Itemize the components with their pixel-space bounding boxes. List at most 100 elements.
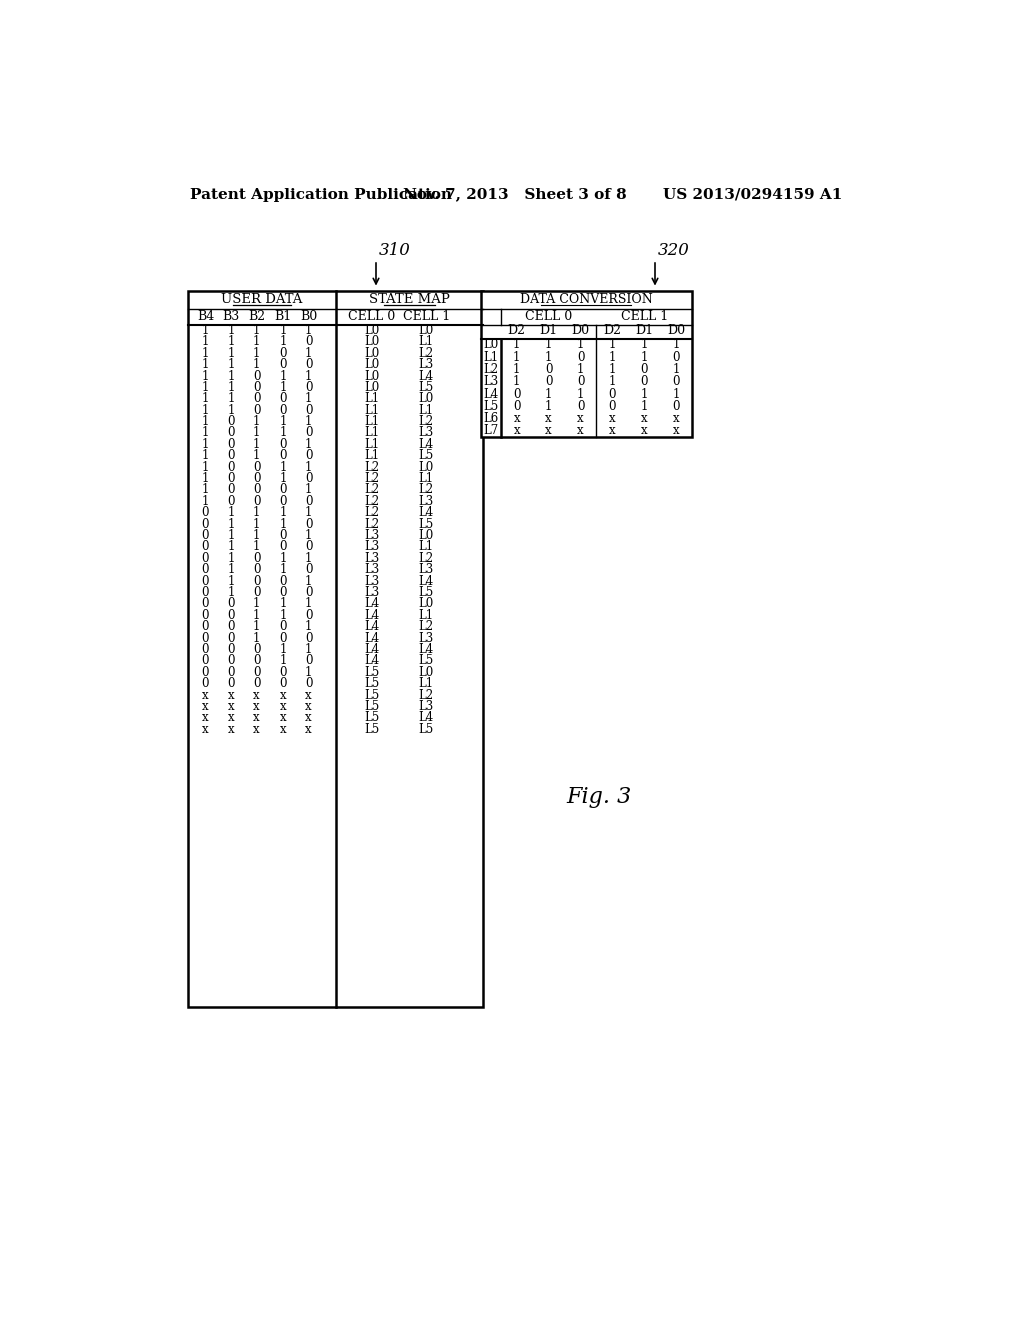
- Text: 0: 0: [280, 358, 287, 371]
- Text: L4: L4: [419, 643, 434, 656]
- Text: L0: L0: [419, 323, 434, 337]
- Text: 1: 1: [280, 517, 287, 531]
- Text: 1: 1: [280, 473, 287, 484]
- Text: 1: 1: [280, 655, 287, 668]
- Text: L2: L2: [419, 414, 434, 428]
- Text: 1: 1: [641, 338, 648, 351]
- Text: 1: 1: [253, 426, 260, 440]
- Text: 1: 1: [227, 517, 234, 531]
- Text: D0: D0: [668, 325, 685, 338]
- Text: 0: 0: [253, 574, 260, 587]
- Text: 1: 1: [280, 461, 287, 474]
- Text: L1: L1: [365, 438, 380, 451]
- Text: L7: L7: [483, 425, 499, 437]
- Text: 1: 1: [202, 473, 209, 484]
- Text: L4: L4: [365, 655, 380, 668]
- Text: 0: 0: [305, 517, 312, 531]
- Text: 1: 1: [673, 388, 680, 400]
- Text: 1: 1: [608, 375, 616, 388]
- Text: 0: 0: [641, 375, 648, 388]
- Text: 0: 0: [227, 665, 234, 678]
- Text: L2: L2: [365, 461, 380, 474]
- Text: B1: B1: [274, 310, 292, 323]
- Text: L4: L4: [365, 631, 380, 644]
- Text: L0: L0: [419, 461, 434, 474]
- Text: L6: L6: [483, 412, 499, 425]
- Text: x: x: [513, 412, 520, 425]
- Text: 0: 0: [280, 404, 287, 417]
- Text: L3: L3: [419, 426, 434, 440]
- Text: 0: 0: [305, 335, 312, 348]
- Text: 1: 1: [253, 540, 260, 553]
- Text: L3: L3: [483, 375, 499, 388]
- Text: L2: L2: [483, 363, 499, 376]
- Text: 1: 1: [253, 598, 260, 610]
- Text: L2: L2: [365, 517, 380, 531]
- Text: x: x: [673, 425, 680, 437]
- Text: 1: 1: [545, 351, 552, 363]
- Text: B3: B3: [222, 310, 240, 323]
- Text: x: x: [227, 689, 234, 702]
- Text: 0: 0: [280, 631, 287, 644]
- Text: 0: 0: [253, 461, 260, 474]
- Text: US 2013/0294159 A1: US 2013/0294159 A1: [663, 187, 842, 202]
- Text: 1: 1: [305, 323, 312, 337]
- Text: 1: 1: [673, 363, 680, 376]
- Text: L1: L1: [419, 677, 434, 690]
- Text: 0: 0: [513, 388, 520, 400]
- Text: L4: L4: [365, 643, 380, 656]
- Text: L0: L0: [419, 529, 434, 543]
- Text: L3: L3: [365, 529, 380, 543]
- Text: 1: 1: [280, 370, 287, 383]
- Text: L5: L5: [419, 517, 434, 531]
- Text: 1: 1: [227, 347, 234, 360]
- Text: 1: 1: [202, 461, 209, 474]
- Text: L1: L1: [365, 392, 380, 405]
- Text: L0: L0: [365, 381, 380, 393]
- Text: L5: L5: [419, 381, 434, 393]
- Text: 1: 1: [253, 358, 260, 371]
- Text: 0: 0: [227, 598, 234, 610]
- Text: 0: 0: [673, 375, 680, 388]
- Text: 1: 1: [280, 381, 287, 393]
- Text: L4: L4: [483, 388, 499, 400]
- Text: 0: 0: [253, 392, 260, 405]
- Text: 0: 0: [227, 438, 234, 451]
- Text: x: x: [280, 723, 287, 735]
- Text: L0: L0: [365, 323, 380, 337]
- Text: L2: L2: [419, 689, 434, 702]
- Text: 0: 0: [227, 461, 234, 474]
- Text: 1: 1: [202, 323, 209, 337]
- Text: 0: 0: [202, 517, 209, 531]
- Text: 0: 0: [577, 400, 585, 413]
- Text: 1: 1: [280, 335, 287, 348]
- Text: L1: L1: [365, 426, 380, 440]
- Text: 1: 1: [227, 392, 234, 405]
- Text: 1: 1: [227, 529, 234, 543]
- Text: x: x: [641, 412, 647, 425]
- Text: 0: 0: [202, 552, 209, 565]
- Text: 0: 0: [227, 426, 234, 440]
- Text: L4: L4: [419, 574, 434, 587]
- Text: 0: 0: [253, 473, 260, 484]
- Text: 0: 0: [280, 438, 287, 451]
- Text: x: x: [305, 689, 312, 702]
- Text: L5: L5: [365, 665, 380, 678]
- Text: 1: 1: [305, 620, 312, 634]
- Text: 1: 1: [305, 483, 312, 496]
- Text: 0: 0: [202, 631, 209, 644]
- Text: L1: L1: [419, 404, 434, 417]
- Text: L3: L3: [419, 564, 434, 577]
- Text: 1: 1: [305, 438, 312, 451]
- Bar: [480, 290, 692, 437]
- Text: 0: 0: [305, 449, 312, 462]
- Text: 0: 0: [305, 381, 312, 393]
- Text: x: x: [202, 711, 209, 725]
- Text: 1: 1: [305, 461, 312, 474]
- Text: 0: 0: [253, 404, 260, 417]
- Text: CELL 1: CELL 1: [621, 310, 668, 323]
- Text: 0: 0: [577, 375, 585, 388]
- Text: 1: 1: [280, 426, 287, 440]
- Text: 0: 0: [253, 564, 260, 577]
- Text: B2: B2: [248, 310, 265, 323]
